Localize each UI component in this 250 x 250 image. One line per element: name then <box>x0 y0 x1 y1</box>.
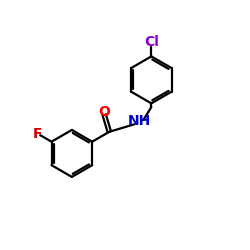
Text: NH: NH <box>128 114 151 128</box>
Text: F: F <box>33 127 42 141</box>
Text: O: O <box>98 105 110 119</box>
Text: Cl: Cl <box>144 34 159 48</box>
